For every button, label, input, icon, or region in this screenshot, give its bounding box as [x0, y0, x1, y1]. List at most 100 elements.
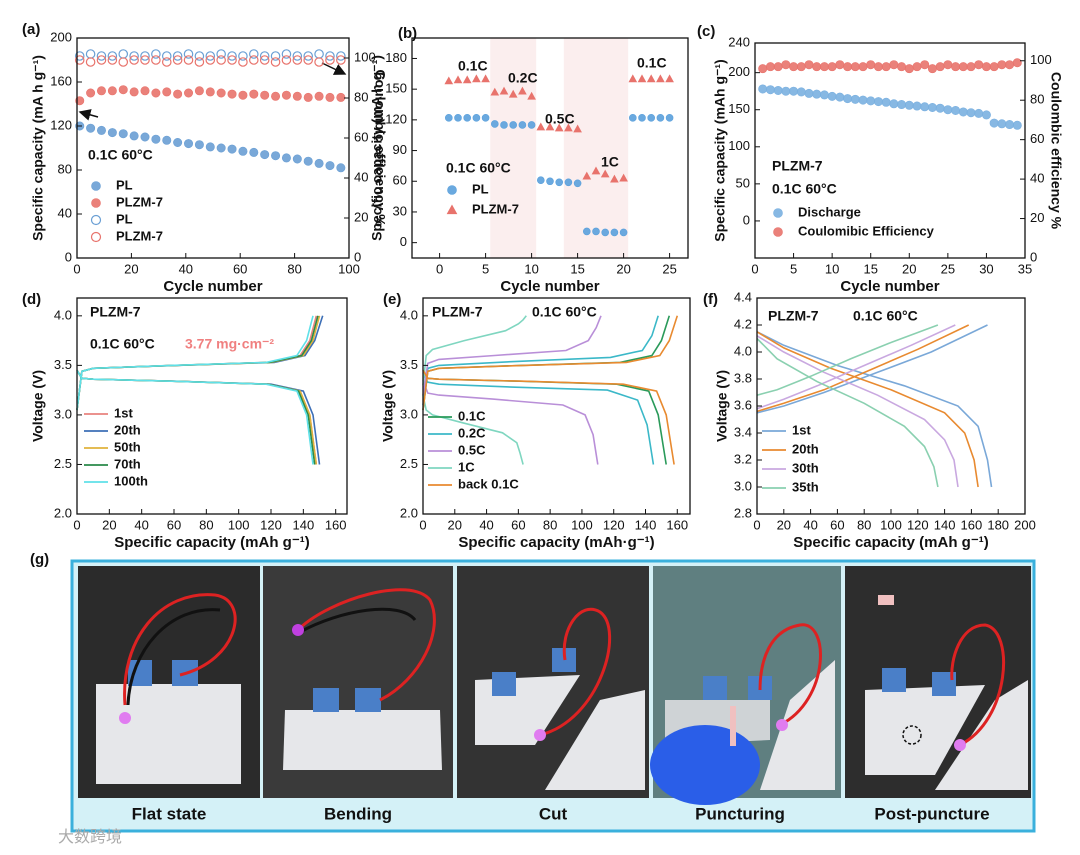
data-point: [974, 108, 984, 118]
data-point: [194, 140, 204, 150]
y-axis-title: Voltage (V): [714, 370, 730, 442]
data-point: [161, 57, 172, 67]
annotation: 0.1C 60°C: [446, 160, 511, 176]
x-tick-label: 0: [73, 517, 80, 532]
panel-label: (e): [383, 291, 401, 308]
data-point: [966, 62, 976, 72]
data-point: [554, 123, 564, 132]
x-tick-label: 20: [124, 261, 138, 276]
legend-label: 100th: [114, 473, 148, 488]
data-point: [796, 87, 806, 97]
data-point: [259, 51, 270, 61]
legend-label: 50th: [114, 439, 141, 454]
legend-swatch: [91, 181, 101, 191]
data-point: [981, 110, 991, 120]
annotation: 3.77 mg·cm⁻²: [185, 336, 274, 352]
data-point: [527, 121, 536, 129]
photo-caption: Cut: [539, 804, 568, 823]
x-axis-title: Specific capacity (mAh·g⁻¹): [458, 534, 654, 551]
data-point: [508, 89, 518, 98]
data-point: [151, 134, 161, 144]
data-point: [555, 178, 564, 187]
data-point: [453, 75, 463, 84]
y-tick-label: 2.8: [734, 505, 752, 520]
data-point: [216, 49, 226, 59]
clip: [355, 688, 381, 712]
data-point: [582, 171, 592, 180]
legend-label: PLZM-7: [116, 194, 163, 209]
panel-label: (f): [703, 291, 718, 308]
data-point: [107, 128, 117, 138]
data-point: [184, 139, 194, 149]
legend-label: 0.2C: [458, 425, 486, 440]
plot-frame: [76, 297, 348, 515]
legend-label: 0.5C: [458, 442, 486, 457]
x-tick-label: 80: [287, 261, 301, 276]
annotation: 0.1C: [458, 58, 488, 74]
data-point: [238, 146, 248, 156]
legend-swatch: [90, 231, 102, 243]
wire: [299, 607, 417, 634]
y2-tick-label: 0: [1030, 249, 1037, 264]
data-point: [935, 103, 945, 113]
y-tick-label: 150: [728, 101, 750, 116]
legend-label: 20th: [792, 441, 819, 456]
data-point: [292, 91, 302, 101]
data-point: [249, 89, 259, 99]
panel-label: (b): [398, 25, 417, 42]
annotation: PLZM-7: [432, 304, 483, 320]
data-point: [573, 179, 582, 188]
data-point: [238, 90, 248, 100]
x-tick-label: 20: [616, 261, 630, 276]
x-tick-label: 35: [1018, 261, 1032, 276]
data-point: [271, 151, 281, 161]
data-line: [76, 315, 314, 465]
x-tick-label: 140: [934, 517, 956, 532]
data-point: [564, 123, 573, 132]
data-point: [129, 87, 139, 97]
data-point: [912, 62, 922, 72]
panel-label: (c): [697, 23, 715, 40]
data-point: [858, 95, 868, 105]
legend-label: 1st: [792, 422, 811, 437]
data-point: [1005, 120, 1015, 130]
plot-frame: [754, 42, 1026, 259]
x-tick-label: 40: [179, 261, 193, 276]
y-tick-label: 120: [385, 111, 407, 126]
legend-label: Coulomibic Efficiency: [798, 223, 935, 238]
data-point: [789, 62, 799, 72]
y2-tick-label: 60: [354, 129, 368, 144]
data-point: [881, 97, 891, 107]
data-point: [858, 62, 868, 72]
data-point: [173, 138, 183, 148]
y-tick-label: 30: [393, 203, 407, 218]
data-point: [773, 85, 783, 95]
data-point: [325, 55, 335, 65]
y-tick-label: 3.8: [734, 370, 752, 385]
data-point: [281, 90, 291, 100]
legend-label: PLZM-7: [116, 228, 163, 243]
data-point: [789, 86, 799, 96]
data-point: [951, 62, 961, 72]
data-point: [904, 100, 914, 110]
wire: [126, 608, 221, 706]
x-tick-label: 120: [603, 517, 625, 532]
x-tick-label: 160: [666, 517, 688, 532]
data-point: [827, 62, 837, 72]
annotation: 0.2C: [508, 70, 538, 86]
data-line: [756, 324, 939, 488]
data-point: [758, 64, 768, 74]
legend-label: 70th: [114, 456, 141, 471]
data-point: [194, 86, 204, 96]
data-point: [920, 102, 930, 112]
annotation: 0.1C 60°C: [88, 147, 153, 163]
data-point: [989, 118, 999, 128]
data-point: [951, 105, 961, 115]
data-point: [472, 114, 481, 122]
data-point: [843, 94, 853, 104]
photo-caption: Bending: [324, 804, 392, 823]
background-band: [563, 38, 629, 258]
y2-tick-label: 100: [354, 49, 376, 64]
data-point: [270, 51, 281, 61]
data-point: [314, 57, 324, 67]
